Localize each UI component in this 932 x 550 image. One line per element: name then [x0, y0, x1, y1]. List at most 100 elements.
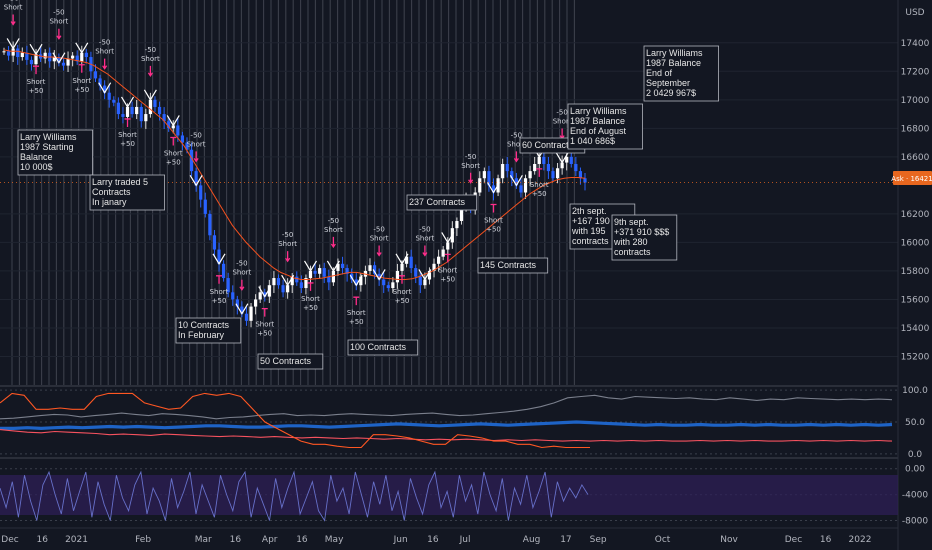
signal-label: Short	[27, 78, 46, 86]
candle-body	[240, 306, 244, 314]
trade-arrow	[395, 253, 409, 265]
oscillator-tick-label: 0.0	[908, 450, 923, 460]
candle-body	[135, 106, 139, 115]
price-tick-label: 16000	[901, 238, 930, 248]
signal-label: Short	[72, 77, 91, 85]
time-tick-label: Apr	[262, 535, 278, 545]
momentum-band	[0, 475, 898, 515]
annotation-text: 1 040 686$	[570, 136, 615, 146]
price-label-background	[893, 171, 932, 185]
candle-body	[20, 52, 24, 58]
candle-body	[148, 99, 152, 115]
annotation-box	[477, 257, 549, 274]
annotation-text: 2 0429 967$	[646, 88, 696, 98]
signal-label: -50	[145, 46, 156, 54]
candle-body	[176, 125, 180, 136]
annotation-text: 60 Contracts	[522, 140, 574, 150]
candle-body	[501, 163, 505, 179]
candle-body	[144, 114, 148, 122]
signal-label: +50	[74, 86, 89, 94]
oscillator-line	[0, 394, 893, 420]
time-tick-label: Jul	[459, 535, 471, 545]
signal-label: Short	[141, 55, 160, 63]
candle-body	[157, 106, 162, 115]
candle-body	[491, 185, 496, 193]
candle-body	[322, 268, 326, 277]
signal-label: +50	[440, 275, 455, 283]
momentum-tick-label: 0.00	[905, 465, 925, 475]
annotation-text: 145 Contracts	[480, 260, 537, 270]
annotation-text: +167 190 $$$	[572, 216, 627, 226]
trade-arrow	[143, 89, 157, 101]
time-axis[interactable]: Dec 16 2021 Feb Mar 16 Apr 16 May Jun 16 Jul Aug 17 Se…	[1, 535, 871, 545]
annotation-text: Balance	[20, 152, 53, 162]
annotation-text: September	[646, 78, 690, 88]
trade-arrow	[258, 286, 272, 298]
candle-body	[478, 178, 482, 193]
time-tick-label: Dec	[1, 535, 18, 545]
signal-label: Short	[187, 140, 206, 148]
candle-body	[258, 292, 262, 300]
price-unit-label: USD	[905, 8, 924, 18]
trade-arrow	[281, 274, 295, 287]
candle-body	[313, 270, 317, 274]
candle-body	[359, 276, 363, 286]
candle-body	[331, 270, 335, 283]
annotation-text: 10 000$	[20, 162, 53, 172]
signal-label: Short	[438, 266, 457, 274]
exit-marker	[261, 307, 268, 317]
candle-body	[52, 57, 56, 62]
signal-label: Short	[553, 118, 572, 126]
candle-body	[318, 268, 322, 274]
time-tick-label: May	[325, 535, 344, 545]
candle-body	[2, 51, 6, 53]
candle-body	[57, 57, 61, 63]
candle-body	[519, 185, 523, 193]
candle-body	[583, 178, 587, 183]
signal-label: Short	[301, 295, 320, 303]
time-tick-label: 16	[427, 535, 439, 545]
candle-body	[455, 221, 459, 229]
candle-body	[29, 59, 34, 65]
short-arrow-marker	[10, 14, 16, 26]
price-pane[interactable]: -50ShortShort+50-50ShortShort+50-50Short…	[0, 0, 898, 338]
trade-arrow	[418, 269, 432, 281]
candle-body	[80, 52, 84, 62]
time-tick-label: 2022	[849, 535, 872, 545]
candle-body	[286, 285, 290, 293]
price-tick-label: 15800	[901, 267, 930, 277]
oscillator-pane[interactable]	[0, 392, 893, 449]
short-arrow-marker	[239, 279, 245, 291]
candle-body	[84, 52, 88, 58]
candle-body	[121, 114, 125, 117]
short-arrow-marker	[376, 245, 382, 257]
candle-body	[441, 249, 445, 257]
candle-body	[542, 156, 546, 164]
momentum-tick-label: -4000	[902, 491, 928, 501]
candle-body	[254, 299, 258, 307]
price-axis[interactable]: 17400 17200 17000 16800 16600 16200 16000 15800…	[901, 39, 930, 527]
momentum-pane[interactable]	[0, 470, 589, 522]
candle-body	[336, 263, 340, 271]
time-tick-label: Jun	[393, 535, 408, 545]
candle-body	[437, 256, 441, 264]
candle-body	[569, 156, 573, 164]
candle-body	[459, 206, 464, 222]
short-arrow-marker	[193, 151, 199, 163]
signal-label: Short	[164, 149, 183, 157]
signal-label: +50	[532, 190, 547, 198]
candle-body	[203, 199, 207, 214]
trade-arrow	[121, 96, 135, 109]
signal-label: +50	[257, 330, 272, 338]
trade-arrow	[166, 115, 180, 127]
candle-body	[93, 71, 98, 79]
time-tick-label: Dec	[785, 535, 802, 545]
candle-body	[130, 106, 134, 115]
signal-label: Short	[484, 217, 503, 225]
signal-label: +50	[29, 87, 44, 95]
trade-arrow	[98, 82, 112, 94]
annotation-text: 237 Contracts	[409, 197, 466, 207]
candle-body	[11, 48, 15, 56]
candle-body	[409, 256, 413, 269]
